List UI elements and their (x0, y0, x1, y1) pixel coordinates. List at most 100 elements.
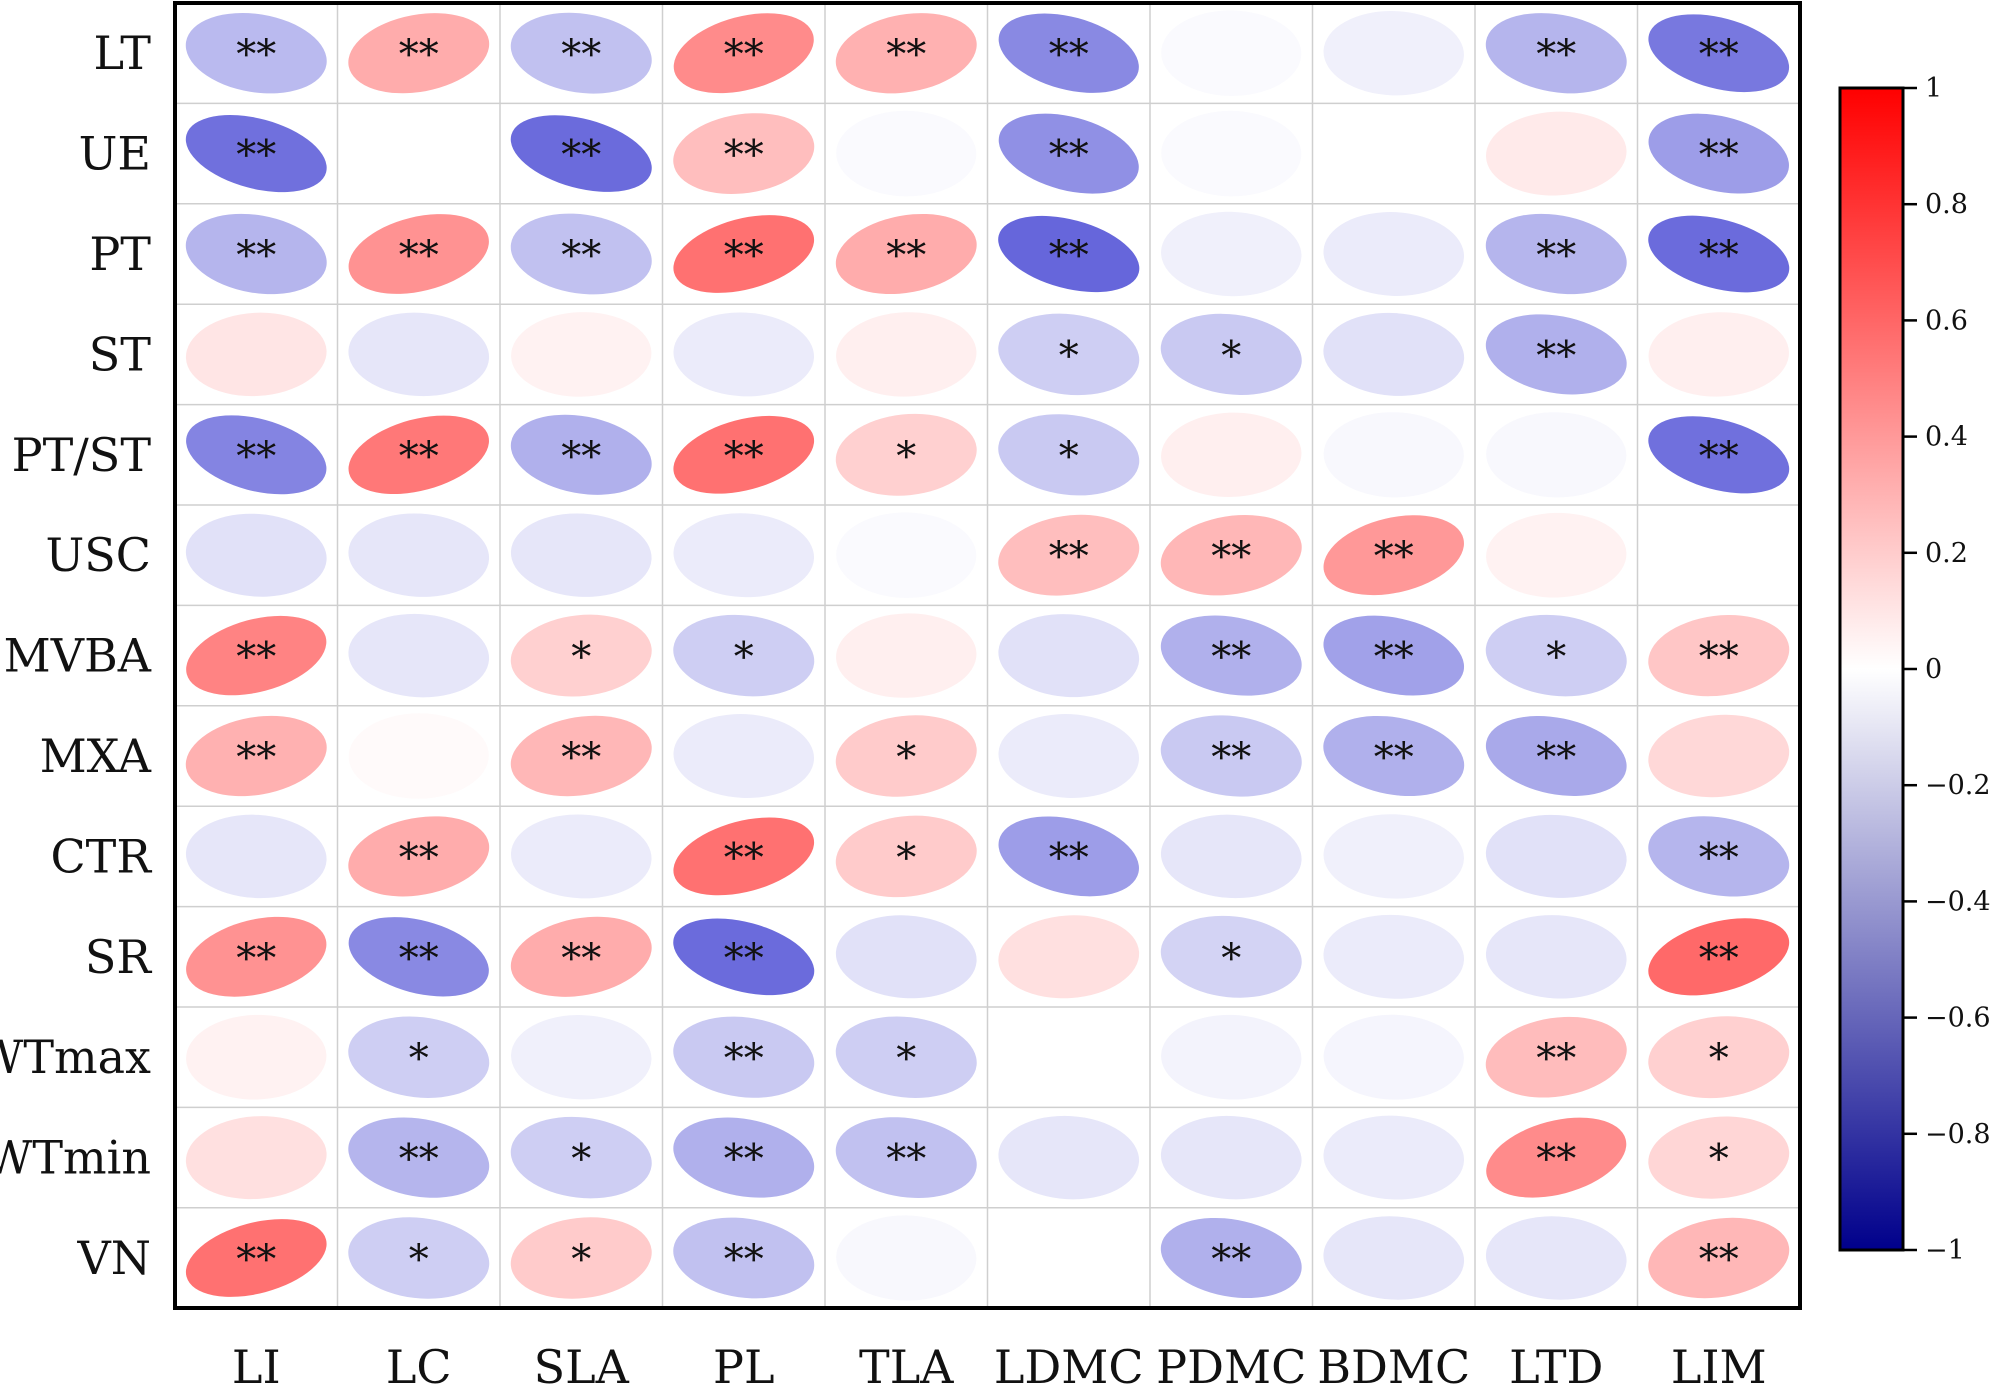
cell-ellipse-vn-ltd (1485, 1216, 1627, 1300)
significance-star: ** (399, 32, 439, 78)
column-label: SLA (534, 1340, 630, 1388)
cell-ellipse-mxa-lc (348, 713, 489, 799)
cell-ellipse-st-lc (348, 312, 490, 397)
grid-lines (175, 3, 1800, 1309)
row-label: PT/ST (12, 428, 152, 482)
cell-ellipse-ue-sla (510, 115, 652, 192)
column-label: PL (713, 1340, 775, 1388)
significance-star: * (896, 735, 916, 781)
cell-ellipse-ctr-tla (835, 815, 977, 898)
significance-star: * (1546, 635, 1566, 681)
row-label: PT (89, 227, 151, 281)
cell-ellipse-cwtmax-sla (511, 1014, 652, 1100)
cell-ellipse-mvba-pl (673, 614, 815, 697)
cell-ellipse-mvba-pdmc (1160, 615, 1302, 696)
cell-ellipse-sr-sla (510, 916, 652, 997)
significance-star: ** (724, 233, 764, 279)
cell-ellipse-mxa-ldmc (998, 714, 1140, 798)
cell-ellipse-sr-pl (673, 918, 815, 996)
cell-ellipse-pt-bdmc (1323, 212, 1465, 296)
significance-star: ** (724, 434, 764, 480)
column-label: LI (232, 1340, 281, 1388)
cell-ellipse-st-li (185, 312, 327, 397)
cell-ellipse-ctr-pdmc (1160, 814, 1302, 899)
cell-ellipse-cwtmin-pdmc (1160, 1115, 1302, 1200)
significance-star: ** (886, 1137, 926, 1183)
cell-ellipse-mvba-lc (348, 613, 490, 698)
significance-star: * (571, 635, 591, 681)
column-label: LIM (1671, 1340, 1767, 1388)
cell-ellipse-mxa-bdmc (1323, 715, 1465, 797)
cell-ellipse-usc-li (185, 513, 327, 597)
cell-ellipse-ptst-li (186, 415, 327, 495)
significance-star: * (409, 1237, 429, 1283)
cell-ellipse-ptst-sla (510, 414, 652, 495)
cell-ellipse-ue-pdmc (1161, 110, 1302, 197)
cell-ellipse-sr-ldmc (998, 915, 1140, 999)
cell-ellipse-mxa-pl (673, 714, 815, 798)
cell-ellipse-cwtmax-ltd (1485, 1016, 1627, 1098)
cell-ellipse-mxa-ltd (1485, 716, 1627, 796)
cell-ellipse-usc-pl (673, 513, 815, 598)
cell-ellipse-st-pl (673, 312, 815, 397)
significance-star: ** (724, 936, 764, 982)
significance-star: ** (1536, 333, 1576, 379)
cell-ellipse-cwtmax-li (186, 1014, 327, 1100)
cell-ellipse-mvba-tla (836, 613, 977, 698)
cell-ellipse-pt-pdmc (1161, 211, 1302, 297)
cell-ellipse-usc-lc (348, 513, 490, 597)
cell-ellipse-lt-lc (348, 13, 490, 94)
row-label: VN (77, 1231, 151, 1285)
cell-ellipse-lt-li (185, 12, 327, 94)
cell-ellipse-usc-bdmc (1323, 515, 1464, 596)
cell-ellipse-mxa-li (185, 715, 327, 797)
colorbar-tick-label: 0.8 (1925, 189, 1968, 220)
cell-ellipse-ptst-pdmc (1161, 412, 1302, 498)
significance-star: ** (236, 1237, 276, 1283)
cell-ellipse-cwtmin-ldmc (998, 1115, 1140, 1200)
plot-frame (173, 1, 1802, 1310)
cell-ellipse-lt-ldmc (998, 13, 1139, 93)
cell-ellipse-sr-tla (835, 915, 977, 999)
significance-star: ** (1699, 635, 1739, 681)
significance-star: ** (886, 233, 926, 279)
cell-ellipse-ue-lim (1648, 113, 1789, 194)
cell-ellipse-mxa-sla (510, 715, 652, 797)
significance-star: * (571, 1237, 591, 1283)
significance-star: ** (399, 434, 439, 480)
cell-ellipse-ptst-pl (673, 415, 815, 494)
significance-star: ** (886, 32, 926, 78)
cell-ellipse-vn-tla (836, 1215, 977, 1301)
colorbar-tick-label: −0.4 (1925, 886, 1991, 917)
significance-star: ** (561, 936, 601, 982)
cell-ellipse-ctr-ldmc (998, 816, 1139, 897)
cell-ellipse-lt-ltd (1485, 13, 1627, 94)
significance-star: * (1221, 936, 1241, 982)
significance-star: * (571, 1137, 591, 1183)
significance-star: ** (236, 434, 276, 480)
colorbar-tick-label: 0.4 (1925, 422, 1968, 453)
cell-ellipse-ptst-ldmc (998, 414, 1140, 496)
significance-star: ** (1699, 835, 1739, 881)
significance-star: ** (724, 1137, 764, 1183)
cell-ellipse-cwtmin-bdmc (1323, 1115, 1465, 1200)
cell-ellipse-ctr-lc (348, 816, 490, 897)
significance-star: * (734, 635, 754, 681)
cell-ellipse-st-bdmc (1323, 312, 1465, 396)
colorbar-tick-label: −0.8 (1925, 1119, 1991, 1150)
cell-ellipse-lt-tla (835, 13, 977, 94)
cell-ellipse-lt-pl (673, 13, 814, 94)
significance-star: ** (1536, 735, 1576, 781)
significance-star: * (409, 1036, 429, 1082)
significance-star: ** (1211, 635, 1251, 681)
significance-star: ** (1536, 233, 1576, 279)
cell-ellipse-st-ltd (1485, 314, 1627, 395)
significance-star: ** (1699, 434, 1739, 480)
row-label: CWTmin (0, 1131, 151, 1185)
cell-ellipse-cwtmin-lim (1648, 1116, 1790, 1199)
row-label: UE (79, 127, 151, 181)
significance-star: ** (561, 133, 601, 179)
significance-star: ** (724, 1036, 764, 1082)
significance-star: ** (1374, 735, 1414, 781)
